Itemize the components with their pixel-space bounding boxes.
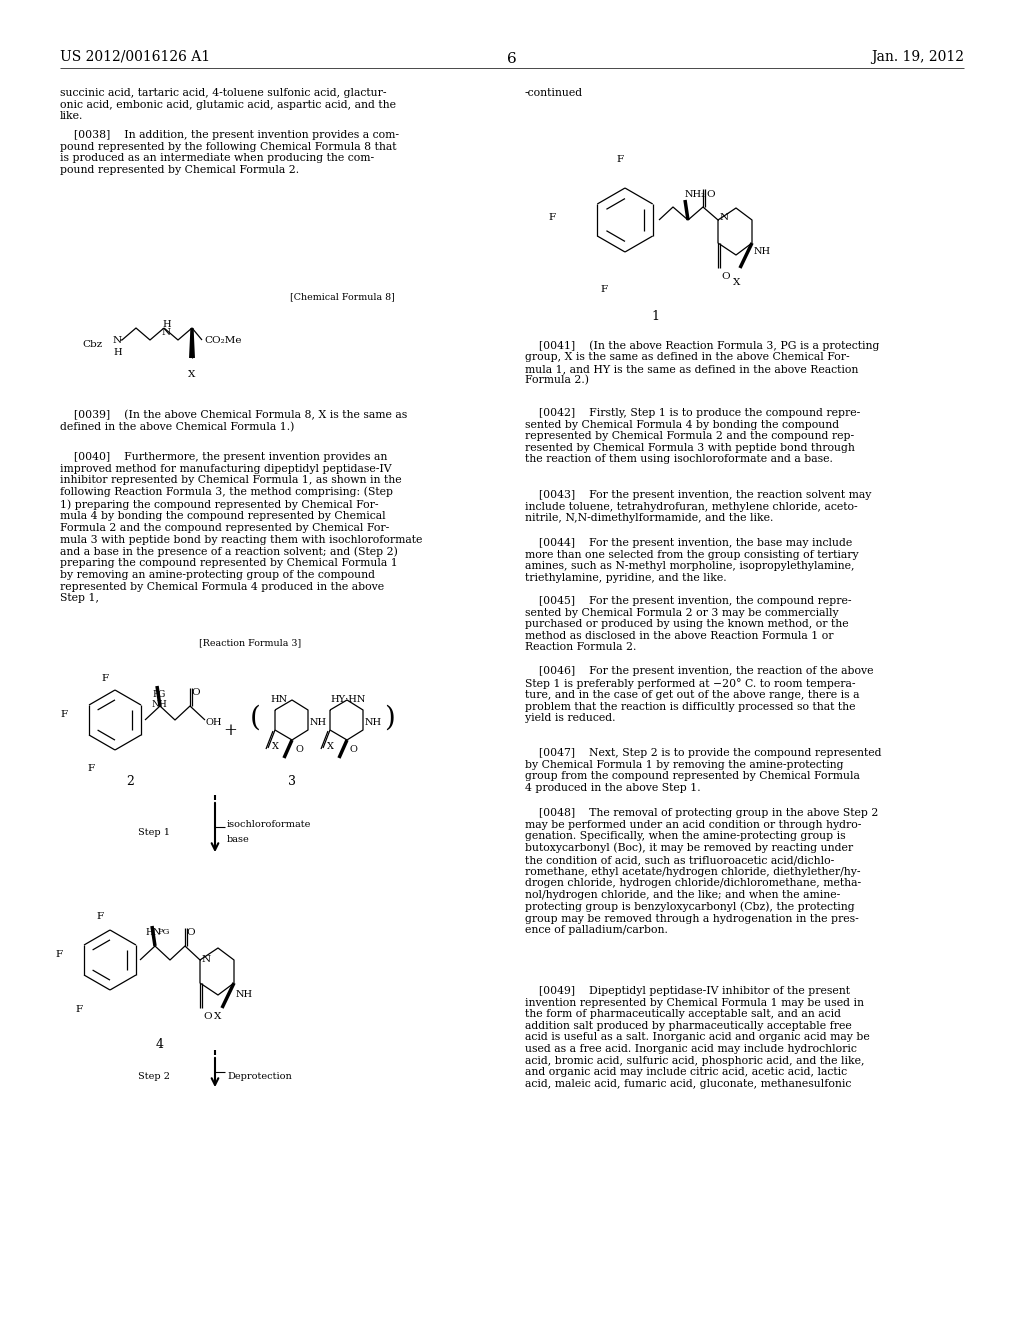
Text: F: F	[75, 1005, 82, 1014]
Text: Step 1: Step 1	[138, 828, 170, 837]
Text: HN: HN	[270, 696, 287, 704]
Text: [Reaction Formula 3]: [Reaction Formula 3]	[199, 638, 301, 647]
Text: isochloroformate: isochloroformate	[227, 820, 311, 829]
Text: [0047]    Next, Step 2 is to provide the compound represented
by Chemical Formul: [0047] Next, Step 2 is to provide the co…	[525, 748, 882, 793]
Text: N: N	[720, 213, 729, 222]
Text: [0044]    For the present invention, the base may include
more than one selected: [0044] For the present invention, the ba…	[525, 539, 859, 583]
Text: HN: HN	[145, 928, 161, 937]
Text: [Chemical Formula 8]: [Chemical Formula 8]	[290, 292, 395, 301]
Text: N: N	[202, 954, 211, 964]
Text: 1: 1	[651, 310, 659, 323]
Text: [0049]    Dipeptidyl peptidase-IV inhibitor of the present
invention represented: [0049] Dipeptidyl peptidase-IV inhibitor…	[525, 986, 869, 1089]
Text: H: H	[113, 348, 122, 356]
Text: F: F	[548, 213, 555, 222]
Text: Cbz: Cbz	[82, 341, 102, 348]
Text: base: base	[227, 836, 250, 843]
Text: O: O	[295, 744, 303, 754]
Text: Deprotection: Deprotection	[227, 1072, 292, 1081]
Text: -continued: -continued	[525, 88, 583, 98]
Text: X: X	[188, 370, 196, 379]
Text: F: F	[55, 950, 62, 960]
Text: O: O	[191, 688, 200, 697]
Text: +: +	[223, 722, 237, 739]
Text: NH: NH	[310, 718, 327, 727]
Text: [0040]    Furthermore, the present invention provides an
improved method for man: [0040] Furthermore, the present inventio…	[60, 451, 422, 603]
Text: succinic acid, tartaric acid, 4-toluene sulfonic acid, glactur-
onic acid, embon: succinic acid, tartaric acid, 4-toluene …	[60, 88, 396, 121]
Text: F: F	[60, 710, 68, 719]
Text: X: X	[733, 279, 740, 286]
Text: [0039]    (In the above Chemical Formula 8, X is the same as
defined in the abov: [0039] (In the above Chemical Formula 8,…	[60, 411, 408, 433]
Text: F: F	[96, 912, 103, 921]
Text: NH: NH	[754, 247, 771, 256]
Text: NH: NH	[365, 718, 382, 727]
Text: [0042]    Firstly, Step 1 is to produce the compound repre-
sented by Chemical F: [0042] Firstly, Step 1 is to produce the…	[525, 408, 860, 465]
Text: F: F	[616, 154, 624, 164]
Text: NH₂: NH₂	[685, 190, 706, 199]
Text: PG: PG	[158, 928, 170, 936]
Text: ): )	[385, 705, 395, 731]
Text: O: O	[186, 928, 195, 937]
Text: [0045]    For the present invention, the compound repre-
sented by Chemical Form: [0045] For the present invention, the co…	[525, 597, 852, 652]
Text: N: N	[113, 337, 122, 345]
Text: NH: NH	[236, 990, 253, 999]
Text: X: X	[327, 742, 334, 751]
Text: F: F	[600, 285, 607, 294]
Text: 2: 2	[126, 775, 134, 788]
Text: O: O	[721, 272, 730, 281]
Text: 6: 6	[507, 51, 517, 66]
Text: [0046]    For the present invention, the reaction of the above
Step 1 is prefera: [0046] For the present invention, the re…	[525, 667, 873, 723]
Text: US 2012/0016126 A1: US 2012/0016126 A1	[60, 50, 210, 63]
Text: N: N	[162, 327, 171, 337]
Text: O: O	[706, 190, 715, 199]
Text: Step 2: Step 2	[138, 1072, 170, 1081]
Text: H: H	[162, 319, 171, 329]
Text: O: O	[203, 1012, 212, 1020]
Text: [0048]    The removal of protecting group in the above Step 2
may be performed u: [0048] The removal of protecting group i…	[525, 808, 879, 936]
Text: 4: 4	[156, 1038, 164, 1051]
Text: [0043]    For the present invention, the reaction solvent may
include toluene, t: [0043] For the present invention, the re…	[525, 490, 871, 523]
Text: (: (	[250, 705, 260, 731]
Text: NH: NH	[152, 700, 168, 709]
Text: F: F	[101, 675, 109, 682]
Text: Jan. 19, 2012: Jan. 19, 2012	[871, 50, 964, 63]
Text: O: O	[350, 744, 357, 754]
Text: F: F	[87, 764, 94, 774]
Text: OH: OH	[206, 718, 222, 727]
Text: HY·HN: HY·HN	[330, 696, 366, 704]
Text: [0038]    In addition, the present invention provides a com-
pound represented b: [0038] In addition, the present inventio…	[60, 129, 399, 174]
Text: X: X	[214, 1012, 221, 1020]
Text: 3: 3	[288, 775, 296, 788]
Text: X: X	[272, 742, 279, 751]
Text: [0041]    (In the above Reaction Formula 3, PG is a protecting
group, X is the s: [0041] (In the above Reaction Formula 3,…	[525, 341, 880, 385]
Text: PG: PG	[152, 690, 165, 700]
Text: CO₂Me: CO₂Me	[204, 337, 242, 345]
